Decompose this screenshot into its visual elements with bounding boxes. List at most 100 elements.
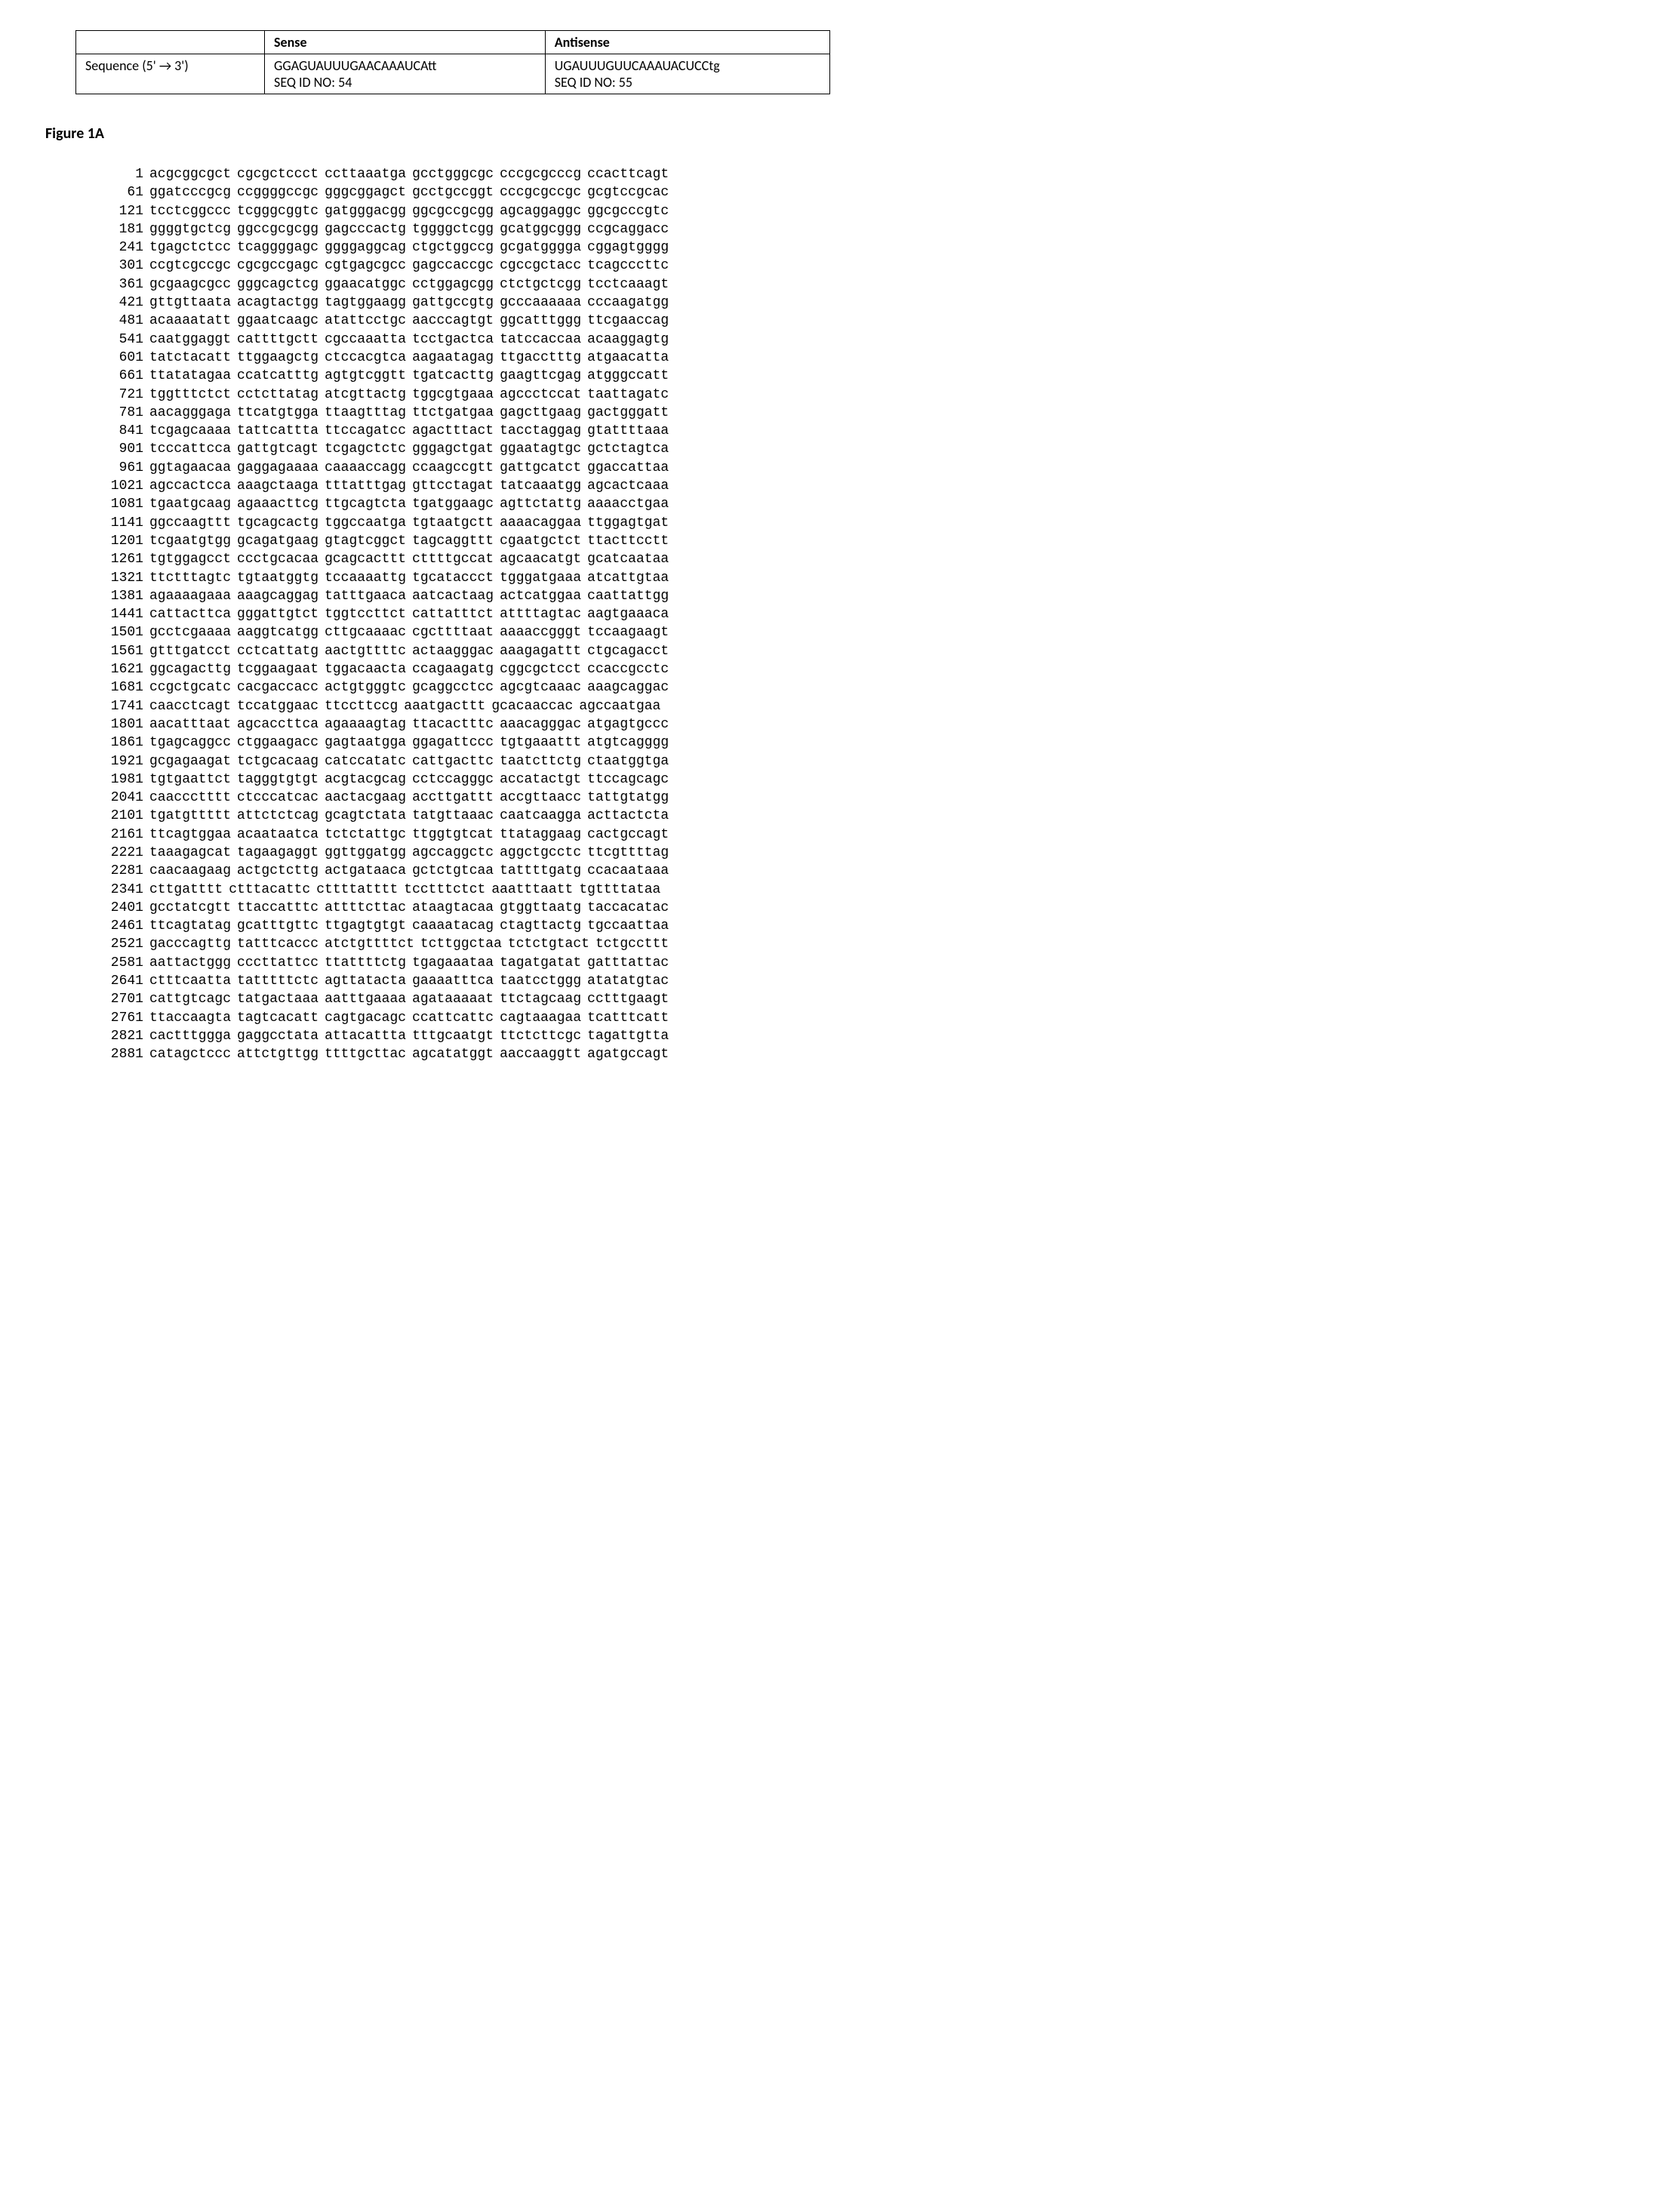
sequence-chunk: cattgacttc — [412, 752, 494, 771]
position-number: 1141 — [91, 514, 143, 532]
sequence-chunk: tgtaatgctt — [412, 514, 494, 532]
sequence-line: 2701cattgtcagctatgactaaaaatttgaaaaagataa… — [91, 990, 1635, 1008]
sequence-chunk: gcagcacttt — [325, 550, 406, 568]
sequence-chunk: ggggaggcag — [325, 238, 406, 257]
sequence-chunk: aaacagggac — [500, 715, 581, 734]
position-number: 601 — [91, 349, 143, 367]
sequence-chunk: tgagaaataa — [412, 954, 494, 972]
sequence-line: 181ggggtgctcgggccgcgcgggagcccactgtggggct… — [91, 220, 1635, 238]
header-blank — [76, 31, 265, 54]
sequence-chunk: gagcccactg — [325, 220, 406, 238]
sequence-chunk: ttctttagtc — [149, 569, 231, 587]
sequence-chunk: cctggagcgg — [412, 275, 494, 294]
sequence-line: 2041caacccttttctcccatcacaactacgaagaccttg… — [91, 789, 1635, 807]
sequence-chunk: tgtgaattct — [149, 771, 231, 789]
sequence-chunk: gggcggagct — [325, 183, 406, 201]
sequence-chunk: tctgcacaag — [237, 752, 318, 771]
sequence-chunk: ttccttccg — [325, 697, 398, 715]
sequence-chunk: ttcgaaccag — [587, 312, 669, 330]
sequence-chunk: ttggagtgat — [587, 514, 669, 532]
sequence-chunk: atatatgtac — [587, 972, 669, 990]
sequence-chunk: gacccagttg — [149, 935, 231, 953]
sequence-chunk: agcatatggt — [412, 1045, 494, 1063]
sequence-chunk: ttctagcaag — [500, 990, 581, 1008]
sequence-chunk: attttagtac — [500, 605, 581, 623]
sequence-chunk: ttccagcagc — [587, 771, 669, 789]
sequence-line: 2281caacaagaagactgctcttgactgataacagctctg… — [91, 862, 1635, 880]
sequence-chunk: cattgtcagc — [149, 990, 231, 1008]
sequence-chunk: aatcactaag — [412, 587, 494, 605]
sequence-chunk: agttctattg — [500, 495, 581, 513]
sequence-chunk: tggccaatga — [325, 514, 406, 532]
position-number: 1501 — [91, 623, 143, 641]
sequence-chunk: agccctccat — [500, 386, 581, 404]
sequence-chunk: ccctgcacaa — [237, 550, 318, 568]
sequence-chunk: tgtaatggtg — [237, 569, 318, 587]
sequence-chunk: ttcgttttag — [587, 844, 669, 862]
sequence-chunk: aatttgaaaa — [325, 990, 406, 1008]
sequence-chunk: agcaggaggc — [500, 202, 581, 220]
sequence-chunk: catccatatc — [325, 752, 406, 771]
sequence-chunk: ctttacattc — [229, 881, 310, 899]
sequence-chunk: ggagattccc — [412, 734, 494, 752]
sequence-block: 1acgcggcgctcgcgctccctccttaaatgagcctgggcg… — [91, 165, 1635, 1064]
sequence-chunk: atgaacatta — [587, 349, 669, 367]
sequence-chunk: tggggctcgg — [412, 220, 494, 238]
sequence-chunk: tatgactaaa — [237, 990, 318, 1008]
position-number: 1741 — [91, 697, 143, 715]
position-number: 721 — [91, 386, 143, 404]
sequence-line: 1141ggccaagttttgcagcactgtggccaatgatgtaat… — [91, 514, 1635, 532]
sequence-chunk: cttgatttt — [149, 881, 223, 899]
position-number: 841 — [91, 422, 143, 440]
sequence-chunk: tggtccttct — [325, 605, 406, 623]
sequence-chunk: ttaccatttc — [237, 899, 318, 917]
sequence-chunk: cgcttttaat — [412, 623, 494, 641]
sequence-chunk: aaagagattt — [500, 642, 581, 660]
sequence-chunk: cttttatttt — [316, 881, 398, 899]
sequence-line: 661ttatatagaaccatcatttgagtgtcggtttgatcac… — [91, 367, 1635, 385]
sequence-line: 901tcccattccagattgtcagttcgagctctcgggagct… — [91, 440, 1635, 458]
sequence-chunk: aacagggaga — [149, 404, 231, 422]
sequence-chunk: tgatgttttt — [149, 807, 231, 825]
sequence-line: 421gttgttaataacagtactggtagtggaagggattgcc… — [91, 294, 1635, 312]
sequence-chunk: caattattgg — [587, 587, 669, 605]
sequence-chunk: ggcgccgcgg — [412, 202, 494, 220]
position-number: 2341 — [91, 881, 143, 899]
sense-id: SEQ ID NO: 54 — [274, 74, 536, 91]
sequence-chunk: acgcggcgct — [149, 165, 231, 183]
sequence-chunk: aattactggg — [149, 954, 231, 972]
figure-label: Figure 1A — [45, 125, 1635, 143]
sequence-chunk: ccacttcagt — [587, 165, 669, 183]
sequence-chunk: ccaagccgtt — [412, 459, 494, 477]
sequence-chunk: cggagtgggg — [587, 238, 669, 257]
sequence-chunk: tcgggcggtc — [237, 202, 318, 220]
sequence-chunk: ttggaagctg — [237, 349, 318, 367]
sequence-chunk: tggcgtgaaa — [412, 386, 494, 404]
position-number: 2041 — [91, 789, 143, 807]
sequence-chunk: attacattta — [325, 1027, 406, 1045]
sequence-line: 241tgagctctcctcaggggagcggggaggcagctgctgg… — [91, 238, 1635, 257]
sequence-chunk: tatttttctc — [237, 972, 318, 990]
sequence-line: 1741caacctcagttccatggaacttccttccgaaatgac… — [91, 697, 1635, 715]
sequence-chunk: agaaaagtag — [325, 715, 406, 734]
sequence-chunk: cgccaaatta — [325, 331, 406, 349]
sequence-chunk: acgtacgcag — [325, 771, 406, 789]
sequence-line: 2161ttcagtggaaacaataatcatctctattgcttggtg… — [91, 826, 1635, 844]
sequence-chunk: taaagagcat — [149, 844, 231, 862]
sequence-chunk: tgcagcactg — [237, 514, 318, 532]
sequence-chunk: attctgttgg — [237, 1045, 318, 1063]
sequence-chunk: tagggtgtgt — [237, 771, 318, 789]
position-number: 1921 — [91, 752, 143, 771]
sequence-chunk: ctgcagacct — [587, 642, 669, 660]
sequence-chunk: agcactcaaa — [587, 477, 669, 495]
sequence-line: 361gcgaagcgccgggcagctcgggaacatggccctggag… — [91, 275, 1635, 294]
sequence-line: 961ggtagaacaagaggagaaaacaaaaccaggccaagcc… — [91, 459, 1635, 477]
sequence-chunk: ataagtacaa — [412, 899, 494, 917]
sequence-chunk: ccattcattc — [412, 1009, 494, 1027]
position-number: 1441 — [91, 605, 143, 623]
sequence-chunk: aactacgaag — [325, 789, 406, 807]
sequence-chunk: actcatggaa — [500, 587, 581, 605]
position-number: 301 — [91, 257, 143, 275]
antisense-cell: UGAUUUGUUCAAAUACUCCtg SEQ ID NO: 55 — [545, 54, 829, 94]
sequence-chunk: tacctaggag — [500, 422, 581, 440]
